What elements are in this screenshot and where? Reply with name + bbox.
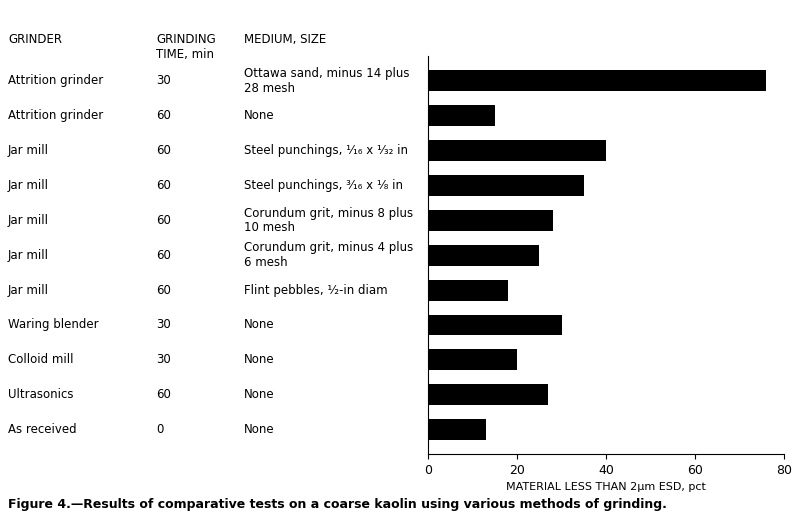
- Text: Ultrasonics: Ultrasonics: [8, 388, 74, 401]
- X-axis label: MATERIAL LESS THAN 2μm ESD, pct: MATERIAL LESS THAN 2μm ESD, pct: [506, 482, 706, 492]
- Text: Waring blender: Waring blender: [8, 319, 98, 331]
- Text: Jar mill: Jar mill: [8, 144, 49, 157]
- Text: Flint pebbles, ¹⁄₂-in diam: Flint pebbles, ¹⁄₂-in diam: [244, 284, 388, 297]
- Text: Steel punchings, ³⁄₁₆ x ¹⁄₈ in: Steel punchings, ³⁄₁₆ x ¹⁄₈ in: [244, 179, 403, 192]
- Bar: [428, 175, 584, 196]
- Text: Jar mill: Jar mill: [8, 179, 49, 192]
- Text: GRINDING
TIME, min: GRINDING TIME, min: [156, 33, 216, 62]
- Text: Attrition grinder: Attrition grinder: [8, 74, 103, 87]
- Text: 60: 60: [156, 179, 171, 192]
- Bar: [428, 210, 553, 231]
- Text: Corundum grit, minus 8 plus
10 mesh: Corundum grit, minus 8 plus 10 mesh: [244, 207, 413, 234]
- Text: 60: 60: [156, 388, 171, 401]
- Text: Corundum grit, minus 4 plus
6 mesh: Corundum grit, minus 4 plus 6 mesh: [244, 242, 414, 269]
- Bar: [428, 280, 508, 301]
- Text: 60: 60: [156, 284, 171, 297]
- Text: Attrition grinder: Attrition grinder: [8, 109, 103, 122]
- Bar: [428, 70, 766, 91]
- Bar: [428, 314, 562, 336]
- Text: 60: 60: [156, 214, 171, 227]
- Text: MEDIUM, SIZE: MEDIUM, SIZE: [244, 33, 326, 46]
- Bar: [428, 140, 606, 161]
- Text: Figure 4.—Results of comparative tests on a coarse kaolin using various methods : Figure 4.—Results of comparative tests o…: [8, 498, 667, 510]
- Bar: [428, 349, 517, 370]
- Text: None: None: [244, 388, 274, 401]
- Text: 0: 0: [156, 423, 163, 436]
- Bar: [428, 245, 539, 266]
- Text: Steel punchings, ¹⁄₁₆ x ¹⁄₃₂ in: Steel punchings, ¹⁄₁₆ x ¹⁄₃₂ in: [244, 144, 408, 157]
- Text: 60: 60: [156, 144, 171, 157]
- Bar: [428, 105, 494, 126]
- Text: Colloid mill: Colloid mill: [8, 353, 74, 366]
- Text: 60: 60: [156, 109, 171, 122]
- Text: None: None: [244, 109, 274, 122]
- Text: 30: 30: [156, 74, 170, 87]
- Text: Jar mill: Jar mill: [8, 249, 49, 262]
- Text: GRINDER: GRINDER: [8, 33, 62, 46]
- Bar: [428, 384, 548, 405]
- Text: None: None: [244, 423, 274, 436]
- Text: 30: 30: [156, 353, 170, 366]
- Text: 60: 60: [156, 249, 171, 262]
- Text: Ottawa sand, minus 14 plus
28 mesh: Ottawa sand, minus 14 plus 28 mesh: [244, 67, 410, 94]
- Text: Jar mill: Jar mill: [8, 214, 49, 227]
- Text: None: None: [244, 353, 274, 366]
- Text: 30: 30: [156, 319, 170, 331]
- Text: None: None: [244, 319, 274, 331]
- Text: As received: As received: [8, 423, 77, 436]
- Text: Jar mill: Jar mill: [8, 284, 49, 297]
- Bar: [428, 419, 486, 440]
